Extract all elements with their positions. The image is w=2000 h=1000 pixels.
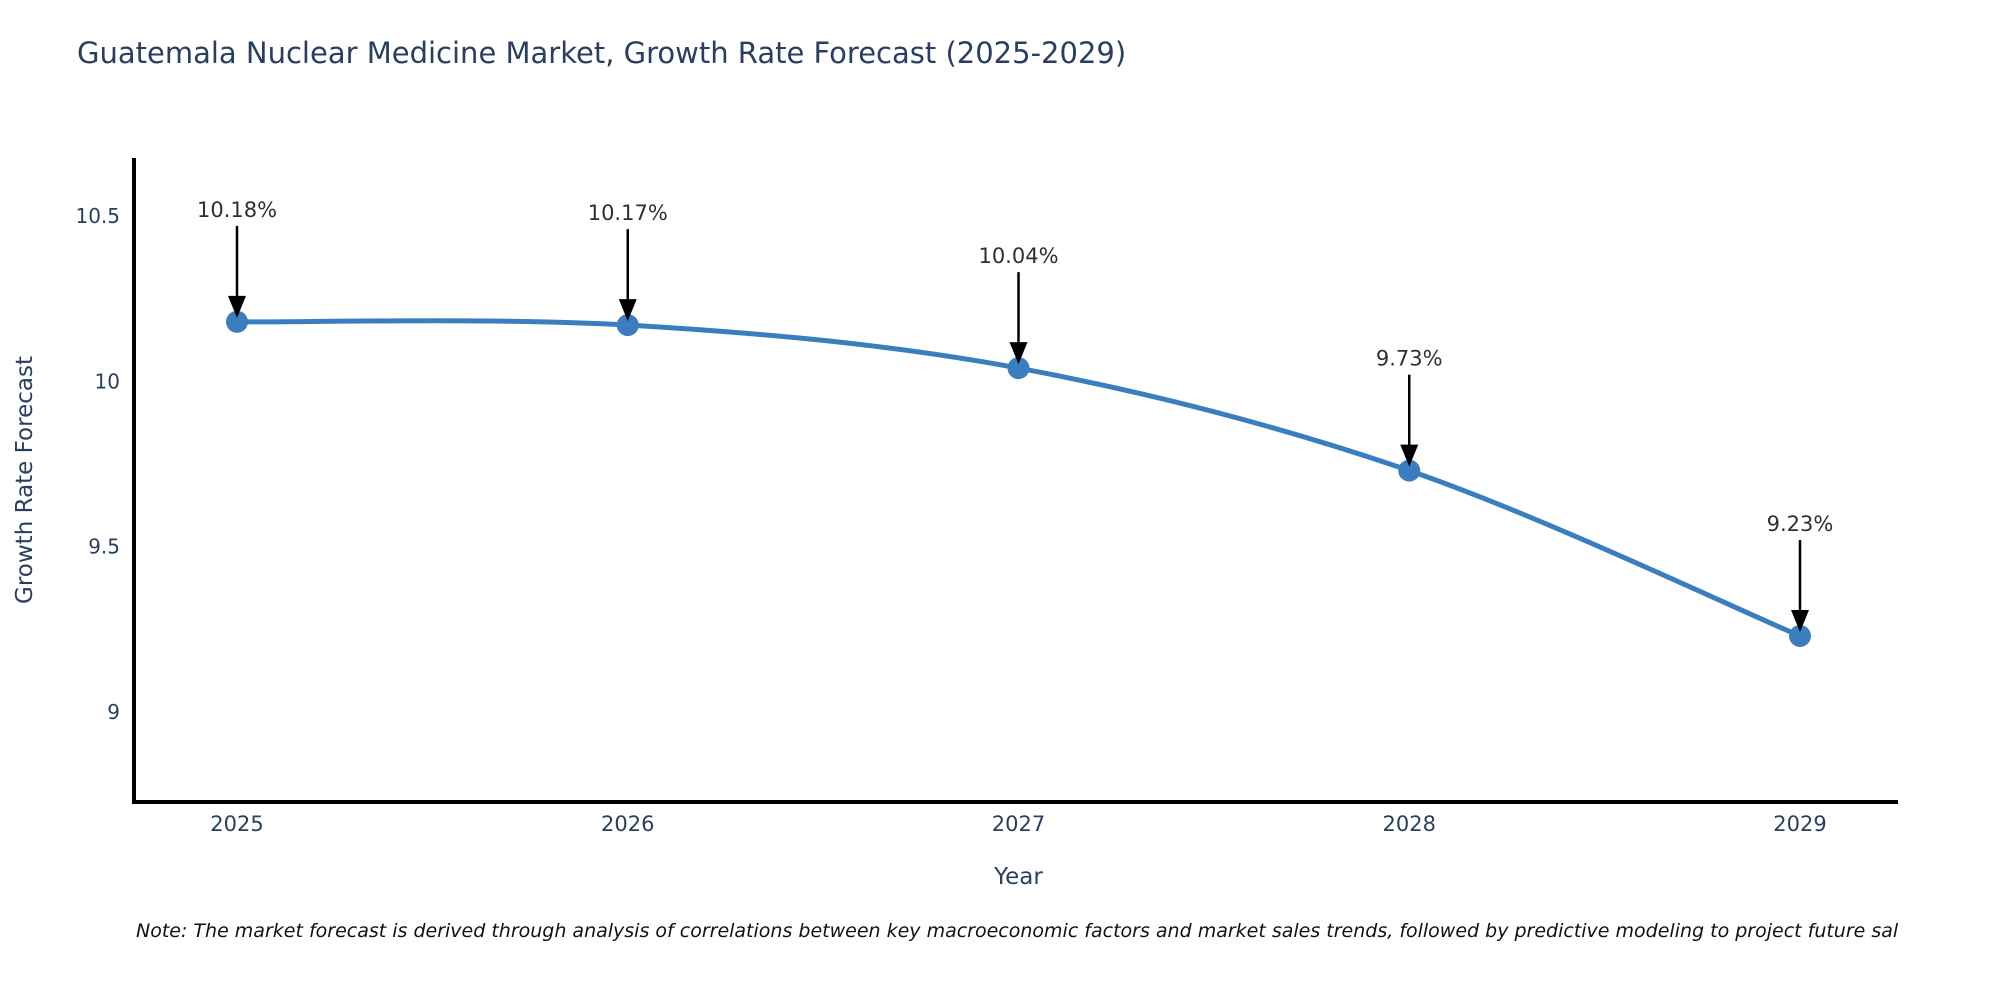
data-point-marker xyxy=(1398,459,1421,482)
y-tick-label: 9 xyxy=(107,700,120,724)
point-value-label: 10.17% xyxy=(588,201,668,225)
y-tick-label: 10 xyxy=(95,369,120,393)
y-tick-label: 9.5 xyxy=(88,535,120,559)
annotation-arrow-head xyxy=(228,295,246,318)
data-point-marker xyxy=(616,314,639,337)
annotation-arrow-head xyxy=(1791,609,1809,632)
data-point-marker xyxy=(1789,624,1811,647)
x-tick-label: 2025 xyxy=(210,812,263,836)
y-axis-title: Growth Rate Forecast xyxy=(12,356,38,604)
point-value-label: 9.73% xyxy=(1376,347,1443,371)
chart-title: Guatemala Nuclear Medicine Market, Growt… xyxy=(77,36,1127,70)
footnote: Note: The market forecast is derived thr… xyxy=(136,920,1899,942)
y-tick-label: 10.5 xyxy=(75,204,120,228)
data-point-marker xyxy=(1007,357,1030,380)
data-point-marker xyxy=(226,310,248,333)
x-tick-label: 2028 xyxy=(1383,812,1436,836)
x-tick-label: 2026 xyxy=(601,812,654,836)
x-axis-title: Year xyxy=(993,864,1043,890)
point-value-label: 10.04% xyxy=(978,244,1058,268)
point-value-label: 10.18% xyxy=(197,198,277,222)
annotation-arrow-head xyxy=(618,299,637,322)
point-value-label: 9.23% xyxy=(1767,512,1834,536)
annotation-arrow-head xyxy=(1400,444,1419,467)
annotation-arrow-head xyxy=(1009,342,1028,365)
x-tick-label: 2029 xyxy=(1773,812,1826,836)
x-tick-label: 2027 xyxy=(992,812,1045,836)
